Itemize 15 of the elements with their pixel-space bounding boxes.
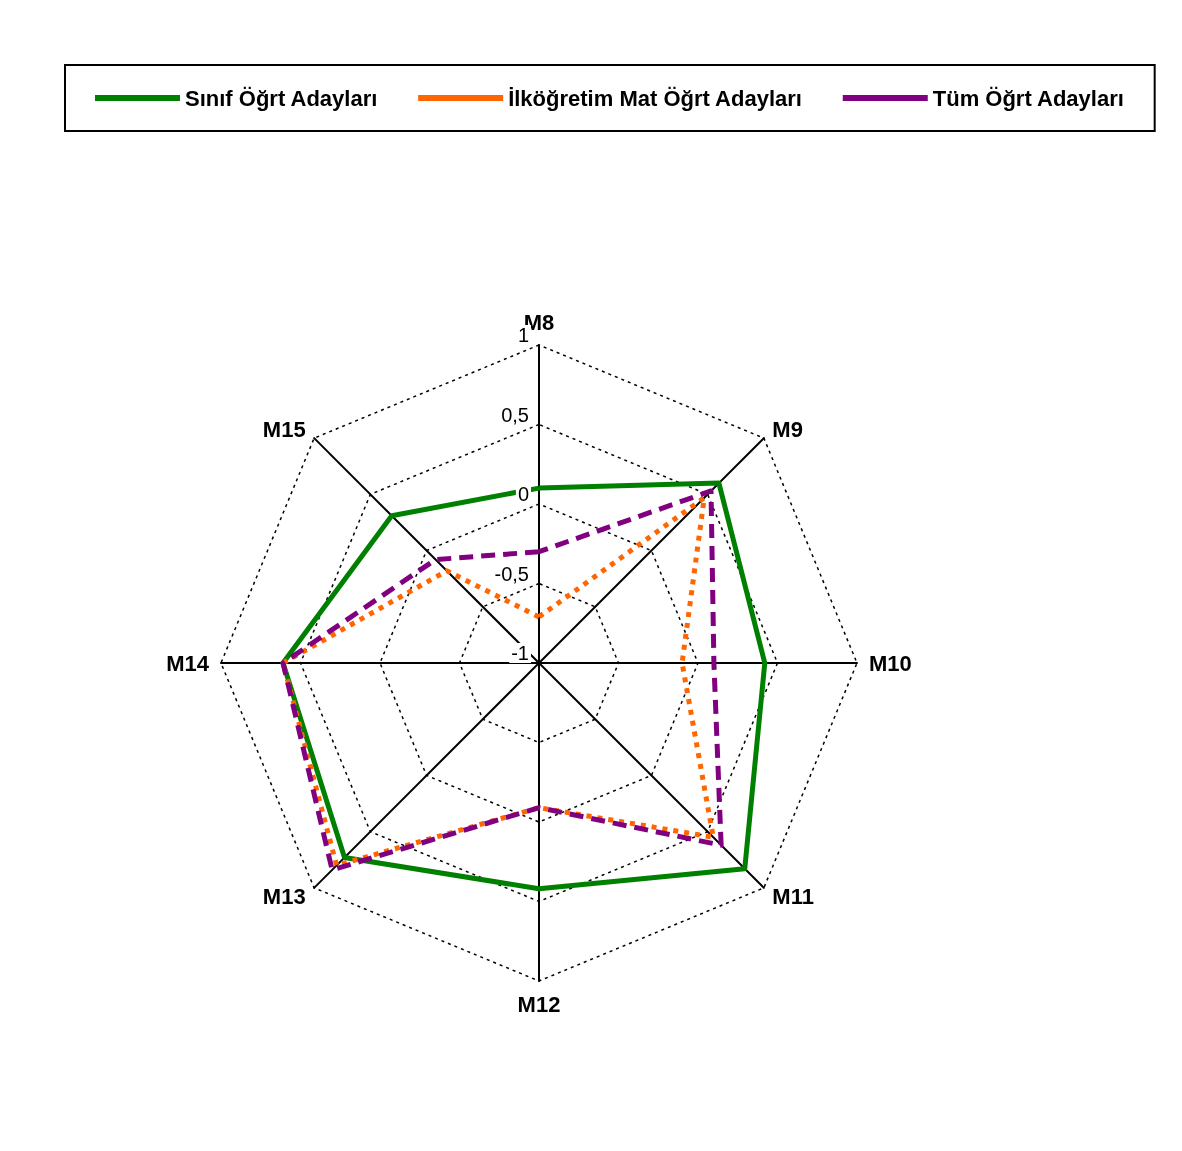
spoke-label: M12 [517,991,561,1017]
spoke-label: M13 [262,883,306,909]
y-tick-label: 1 [517,324,529,346]
legend-label: Sınıf Öğrt Adayları [185,85,378,111]
legend-label: İlköğretim Mat Öğrt Adayları [508,85,802,111]
y-tick-label: -0,5 [494,562,529,585]
spoke-label: M9 [772,417,803,443]
y-tick-label: 0,5 [501,403,529,426]
y-tick-label: -1 [511,642,529,664]
spoke-label: M10 [869,650,912,676]
spoke-label: M11 [772,883,814,909]
spoke-label: M14 [166,650,210,676]
spoke-label: M15 [262,417,306,443]
y-tick-label: 0 [517,483,529,505]
legend-label: Tüm Öğrt Adayları [932,85,1124,111]
